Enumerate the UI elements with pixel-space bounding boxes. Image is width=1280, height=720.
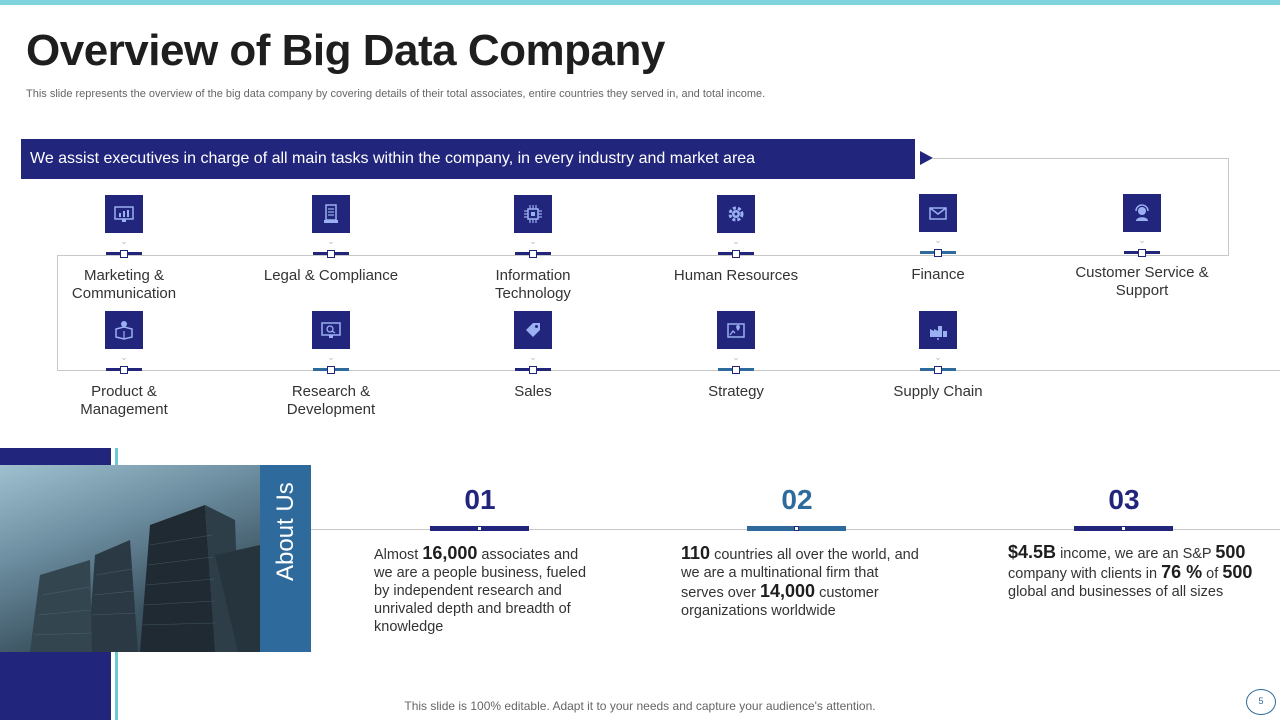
screen-search-icon (312, 311, 350, 349)
department-label: Legal & Compliance (263, 267, 399, 284)
marker-dot (934, 249, 942, 257)
monitor-chart-icon (105, 195, 143, 233)
marker-dot (327, 366, 335, 374)
buildings-photo (0, 465, 260, 652)
department-label: Information Technology (495, 267, 571, 302)
department-label: Research & Development (286, 383, 376, 418)
chevron-down-icon: ⌄ (529, 236, 537, 246)
connector-row2 (57, 370, 1280, 371)
tag-icon (514, 311, 552, 349)
marker-dot (732, 366, 740, 374)
stat-dot (794, 526, 799, 531)
stat-number: 03 (1108, 484, 1140, 515)
stat-number: 02 (781, 484, 813, 515)
department-label: Product & Management (80, 383, 168, 418)
marker-dot (120, 250, 128, 258)
connector-right (1228, 158, 1229, 255)
chevron-down-icon: ⌄ (327, 352, 335, 362)
envelope-icon (919, 194, 957, 232)
slide-title: Overview of Big Data Company (26, 26, 665, 75)
top-accent-strip (0, 0, 1280, 5)
connector-left (57, 255, 58, 371)
stat-number: 01 (464, 484, 496, 515)
department-label: Marketing & Communication (71, 267, 177, 302)
marker-dot (120, 366, 128, 374)
marker-dot (934, 366, 942, 374)
marker-dot (529, 366, 537, 374)
chevron-down-icon: ⌄ (934, 235, 942, 245)
connector-row1 (57, 255, 1229, 256)
chevron-down-icon: ⌄ (120, 352, 128, 362)
department-label: Human Resources (673, 267, 799, 284)
about-panel (260, 465, 311, 652)
stat-01-description: Almost 16,000 associates and we are a pe… (374, 543, 587, 635)
banner: We assist executives in charge of all ma… (21, 139, 915, 179)
banner-arrow-icon (920, 151, 933, 165)
chevron-down-icon: ⌄ (327, 236, 335, 246)
connector-top (933, 158, 1229, 159)
stat-02-description: 110 countries all over the world, and we… (681, 543, 919, 619)
chevron-down-icon: ⌄ (1138, 235, 1146, 245)
chevron-down-icon: ⌄ (732, 352, 740, 362)
marker-dot (1138, 249, 1146, 257)
footer-note: This slide is 100% editable. Adapt it to… (404, 699, 876, 713)
marker-dot (327, 250, 335, 258)
factory-icon (919, 311, 957, 349)
department-label: Sales (514, 383, 552, 400)
about-heading: About Us (272, 482, 299, 581)
stat-03-description: $4.5B income, we are an S&P 500 company … (1008, 542, 1253, 600)
slide-subtitle: This slide represents the overview of th… (26, 88, 766, 100)
stat-dot (1121, 526, 1126, 531)
page-number: 5 (1246, 689, 1276, 715)
stat-dot (477, 526, 482, 531)
chevron-down-icon: ⌄ (732, 236, 740, 246)
headset-icon (1123, 194, 1161, 232)
department-label: Strategy (708, 383, 764, 400)
gear-icon (717, 195, 755, 233)
chevron-down-icon: ⌄ (529, 352, 537, 362)
chevron-down-icon: ⌄ (934, 352, 942, 362)
box-gear-icon (105, 311, 143, 349)
document-icon (312, 195, 350, 233)
marker-dot (529, 250, 537, 258)
chip-icon (514, 195, 552, 233)
marker-dot (732, 250, 740, 258)
chevron-down-icon: ⌄ (120, 236, 128, 246)
department-label: Finance (911, 266, 965, 283)
map-pin-icon (717, 311, 755, 349)
department-label: Supply Chain (893, 383, 983, 400)
department-label: Customer Service & Support (1075, 264, 1209, 299)
